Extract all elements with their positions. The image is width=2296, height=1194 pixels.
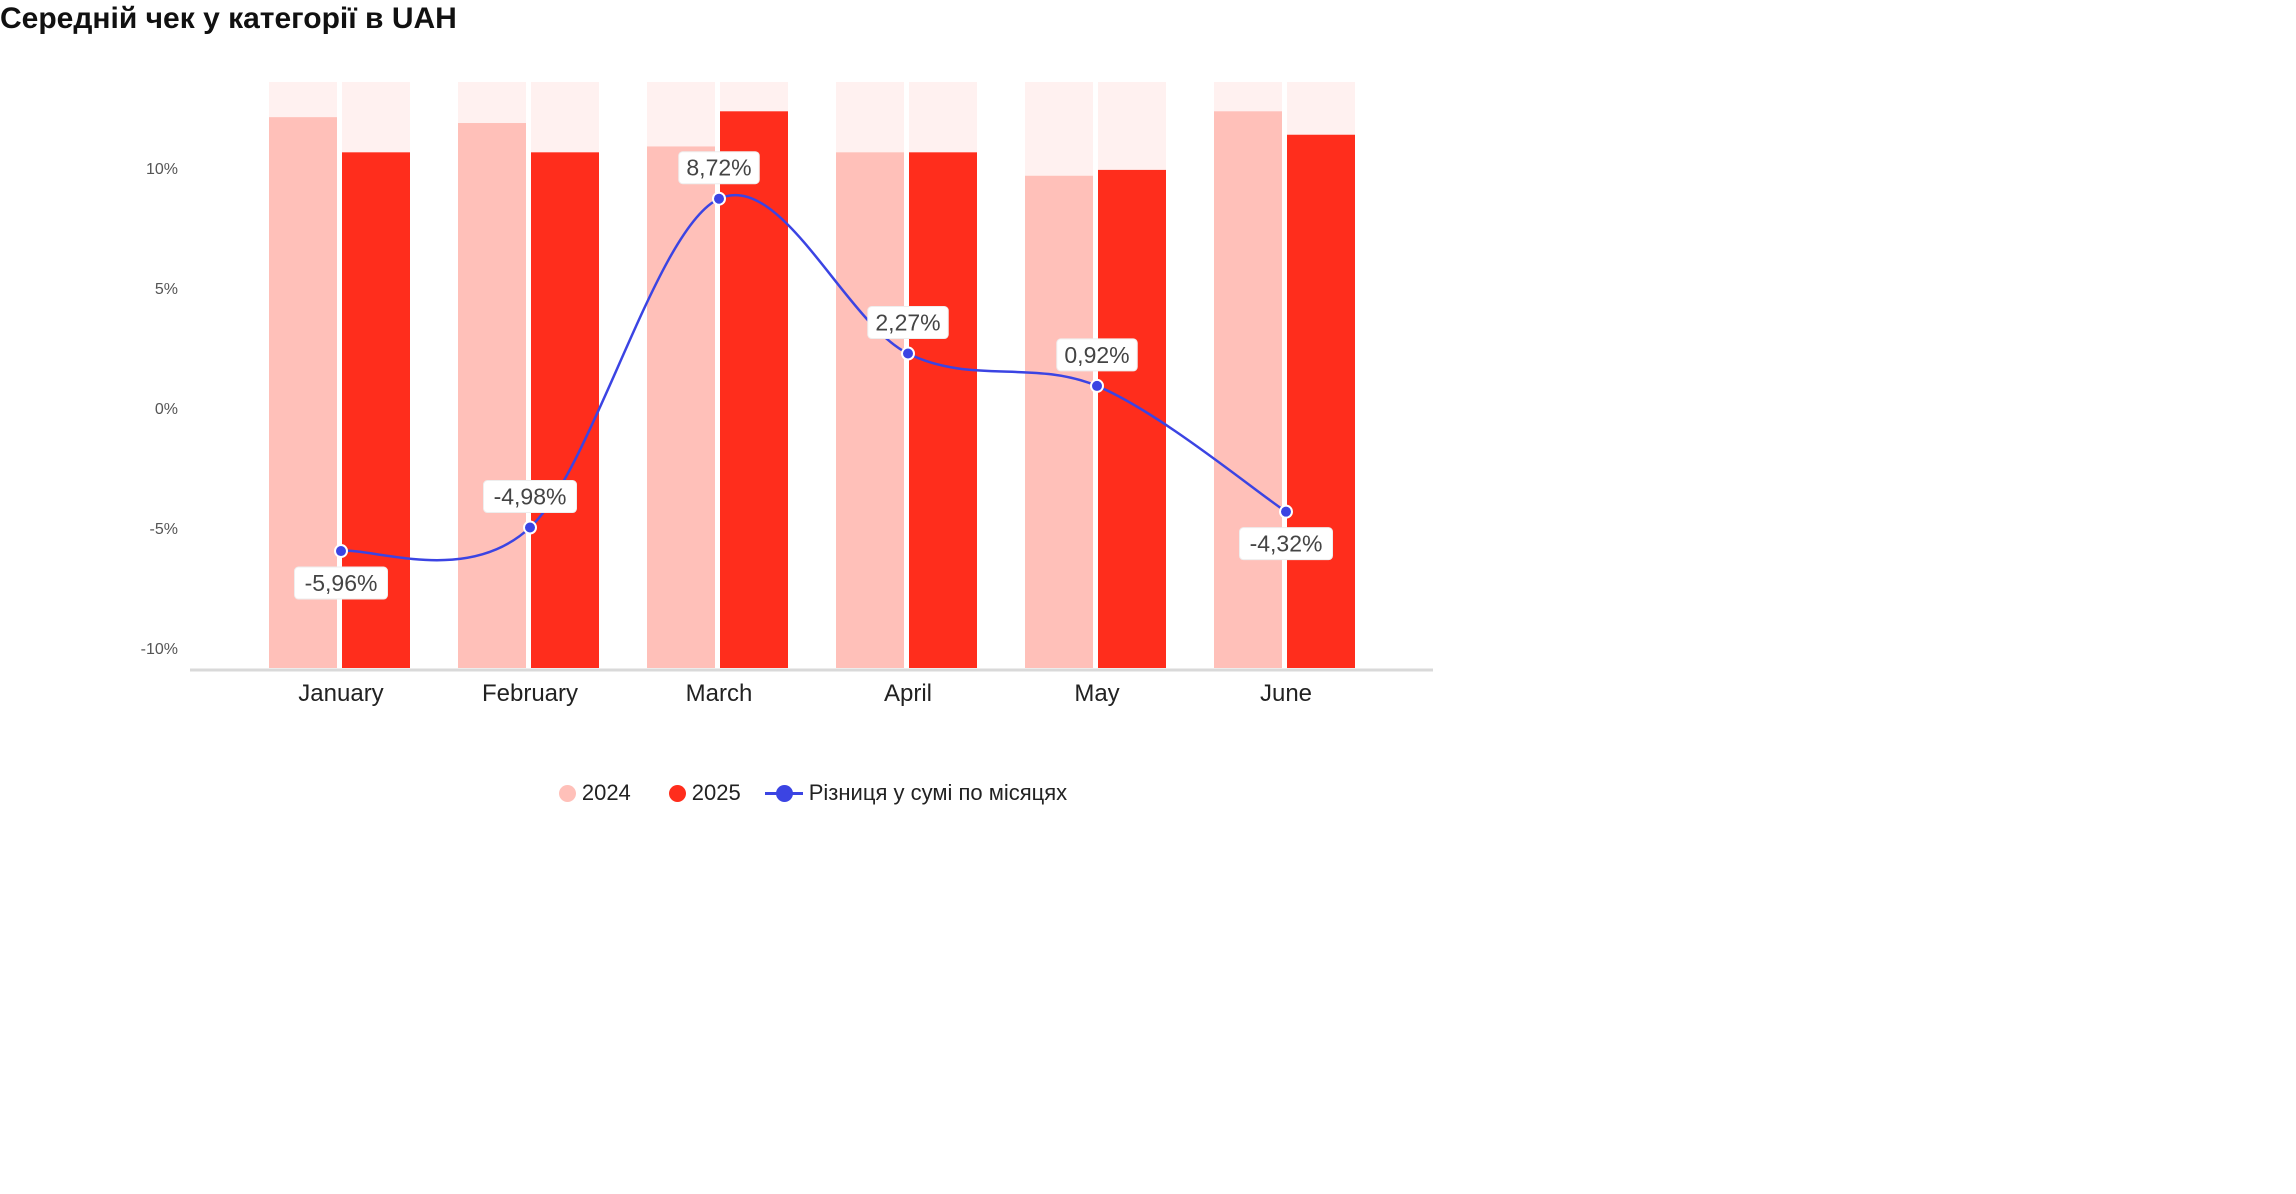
data-label-box: [678, 151, 760, 185]
data-label-text: 0,92%: [1064, 342, 1129, 368]
legend-item-2025[interactable]: 2025: [668, 780, 741, 806]
bar-2024-march[interactable]: [647, 146, 715, 668]
y-tick-label: 0%: [155, 401, 178, 418]
y-axis-ticks: 10% 5% 0% -5% -10%: [141, 161, 178, 658]
bar-2024-february[interactable]: [458, 123, 526, 668]
y-tick-label: 10%: [146, 161, 178, 178]
diff-point[interactable]: [1279, 504, 1293, 519]
data-label: 0,92%: [1056, 338, 1138, 372]
bar-2024-april[interactable]: [836, 152, 904, 668]
data-label-box: [483, 480, 577, 514]
x-tick-label: March: [686, 680, 753, 707]
diff-point[interactable]: [712, 191, 726, 206]
data-label-box: [1056, 338, 1138, 372]
y-tick-label: 5%: [155, 281, 178, 298]
bars: [269, 111, 1355, 669]
bar-2025-june[interactable]: [1287, 134, 1355, 669]
legend-line-marker: [764, 784, 803, 802]
data-label-box: [867, 306, 949, 340]
data-label-box: [294, 566, 388, 600]
legend-swatch-2025: [668, 784, 686, 802]
data-label: 8,72%: [678, 151, 760, 185]
diff-point[interactable]: [523, 520, 537, 535]
bar-2024-june[interactable]: [1214, 111, 1282, 669]
x-tick-label: May: [1074, 680, 1119, 707]
data-label: -5,96%: [294, 566, 388, 600]
legend-label-diff: Різниця у сумі по місяцях: [808, 780, 1068, 805]
data-label: 2,27%: [867, 306, 949, 340]
legend-swatch-2024: [558, 784, 576, 802]
data-label-text: 8,72%: [686, 155, 751, 181]
data-label-text: -4,98%: [494, 484, 567, 510]
diff-point[interactable]: [1090, 378, 1104, 393]
legend-label-2024: 2024: [581, 780, 631, 805]
y-tick-label: -5%: [150, 521, 178, 538]
diff-points: [334, 191, 1293, 559]
x-tick-label: April: [884, 680, 932, 707]
bar-backgrounds: [269, 82, 1355, 668]
x-tick-label: February: [482, 680, 578, 707]
data-label-text: 2,27%: [875, 310, 940, 336]
data-label-box: [1239, 527, 1333, 561]
data-labels: -5,96% -4,98% 8,72% 2,27% 0,92% -4,32%: [294, 151, 1333, 600]
diff-point[interactable]: [334, 544, 348, 559]
legend-item-diff[interactable]: Різниця у сумі по місяцях: [764, 780, 1068, 806]
chart-title: Середній чек у категорії в UAH: [0, 2, 457, 35]
bar-2025-march[interactable]: [720, 111, 788, 669]
legend-item-2024[interactable]: 2024: [558, 780, 631, 806]
y-tick-label: -10%: [141, 641, 178, 658]
bar-2025-february[interactable]: [531, 152, 599, 668]
data-label: -4,98%: [483, 480, 577, 514]
x-tick-label: June: [1260, 680, 1312, 707]
bar-2024-may[interactable]: [1025, 175, 1093, 668]
diff-point[interactable]: [901, 346, 915, 361]
x-axis-ticks: January February March April May June: [298, 680, 1312, 707]
data-label-text: -5,96%: [305, 570, 378, 596]
legend-label-2025: 2025: [691, 780, 741, 805]
bar-2025-april[interactable]: [909, 152, 977, 668]
data-label-text: -4,32%: [1250, 531, 1323, 557]
data-label: -4,32%: [1239, 527, 1333, 561]
legend: 2024 2025 Різниця у сумі по місяцях: [0, 780, 1568, 806]
x-tick-label: January: [298, 680, 383, 707]
chart-plot: 10% 5% 0% -5% -10% January February March April…: [141, 82, 1433, 707]
